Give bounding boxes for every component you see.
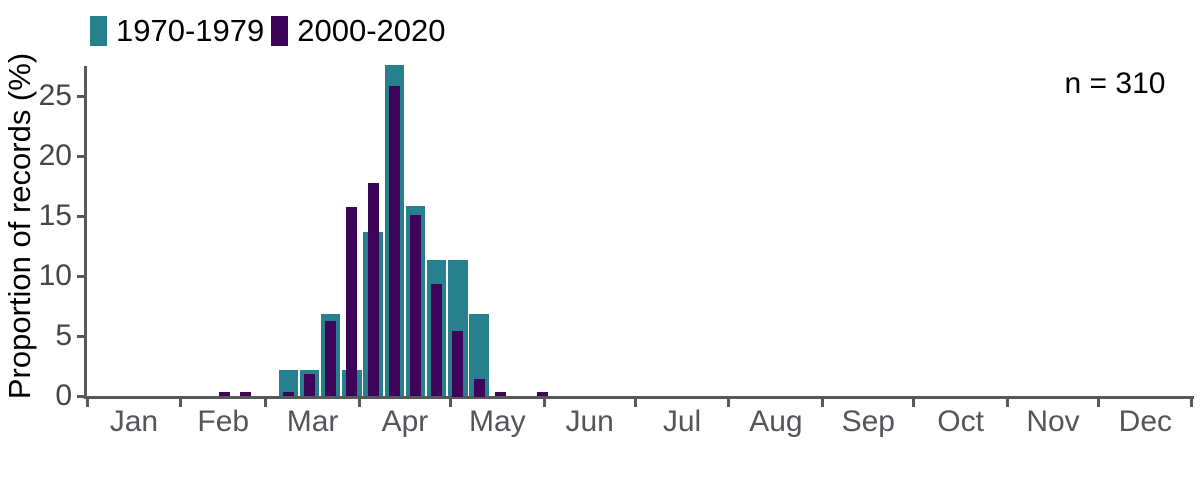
y-tick-label: 25 (38, 78, 72, 112)
y-tick-label: 20 (38, 138, 72, 172)
x-tick-label: Sep (841, 405, 895, 438)
x-axis-tick (179, 399, 183, 407)
bar-2000-2020 (410, 215, 422, 397)
x-tick-label: Nov (1026, 405, 1080, 438)
legend-item-2000-2020: 2000-2020 (271, 13, 452, 49)
x-tick-label: Jul (662, 405, 702, 438)
y-axis-tick (77, 95, 85, 98)
x-tick-label: Apr (381, 405, 429, 438)
x-axis-tick (542, 399, 546, 407)
bar-2000-2020 (240, 391, 252, 397)
y-tick-label: 5 (55, 318, 72, 352)
bar-2000-2020 (304, 373, 316, 397)
legend-label-1970-1979: 1970-1979 (116, 13, 265, 48)
bar-2000-2020 (325, 320, 337, 397)
bar-2000-2020 (282, 391, 294, 397)
y-axis-tick (77, 155, 85, 158)
y-axis-tick (77, 335, 85, 338)
x-axis-tick (358, 399, 362, 407)
bar-2000-2020 (494, 391, 506, 397)
x-tick-label: May (468, 405, 526, 438)
x-tick-label: Jan (109, 405, 159, 438)
x-axis-tick (264, 399, 268, 407)
x-axis-tick (912, 399, 916, 407)
x-axis-tick (1096, 399, 1100, 407)
bar-2000-2020 (346, 206, 358, 397)
legend-swatch-1970-1979 (90, 16, 107, 46)
bar-2000-2020 (537, 391, 549, 397)
bar-2000-2020 (219, 391, 231, 397)
bar-2000-2020 (452, 330, 464, 397)
y-tick-label: 10 (38, 258, 72, 292)
bar-2000-2020 (473, 378, 485, 397)
x-tick-label: Mar (286, 405, 339, 438)
legend-swatch-2000-2020 (271, 16, 289, 46)
y-axis-line (84, 66, 87, 399)
bar-2000-2020 (388, 85, 400, 397)
x-tick-label: Feb (197, 405, 250, 438)
x-tick-label: Dec (1118, 405, 1173, 438)
legend-item-1970-1979: 1970-1979 (90, 13, 271, 49)
legend: 1970-1979 2000-2020 (90, 13, 453, 49)
y-axis-tick (77, 215, 85, 218)
x-tick-label: Jun (565, 405, 614, 438)
x-axis-tick (821, 399, 825, 407)
x-axis-tick (1006, 399, 1010, 407)
x-tick-label: Aug (749, 405, 803, 438)
y-axis-tick (77, 395, 85, 398)
y-tick-label: 0 (55, 378, 72, 412)
x-axis-tick (85, 399, 89, 407)
legend-label-2000-2020: 2000-2020 (297, 13, 446, 48)
x-axis-tick (633, 399, 637, 407)
y-axis-tick (77, 275, 85, 278)
x-axis-line (84, 396, 1194, 399)
x-axis-tick (727, 399, 731, 407)
bar-2000-2020 (367, 182, 379, 397)
sample-size-label: n = 310 (1064, 67, 1166, 100)
x-axis-tick (1190, 399, 1194, 407)
y-tick-label: 15 (38, 198, 72, 232)
x-axis-tick (448, 399, 452, 407)
bar-1970-1979 (469, 313, 489, 397)
bar-1970-1979 (278, 370, 299, 397)
bar-2000-2020 (431, 283, 443, 397)
x-tick-label: Oct (937, 405, 984, 438)
